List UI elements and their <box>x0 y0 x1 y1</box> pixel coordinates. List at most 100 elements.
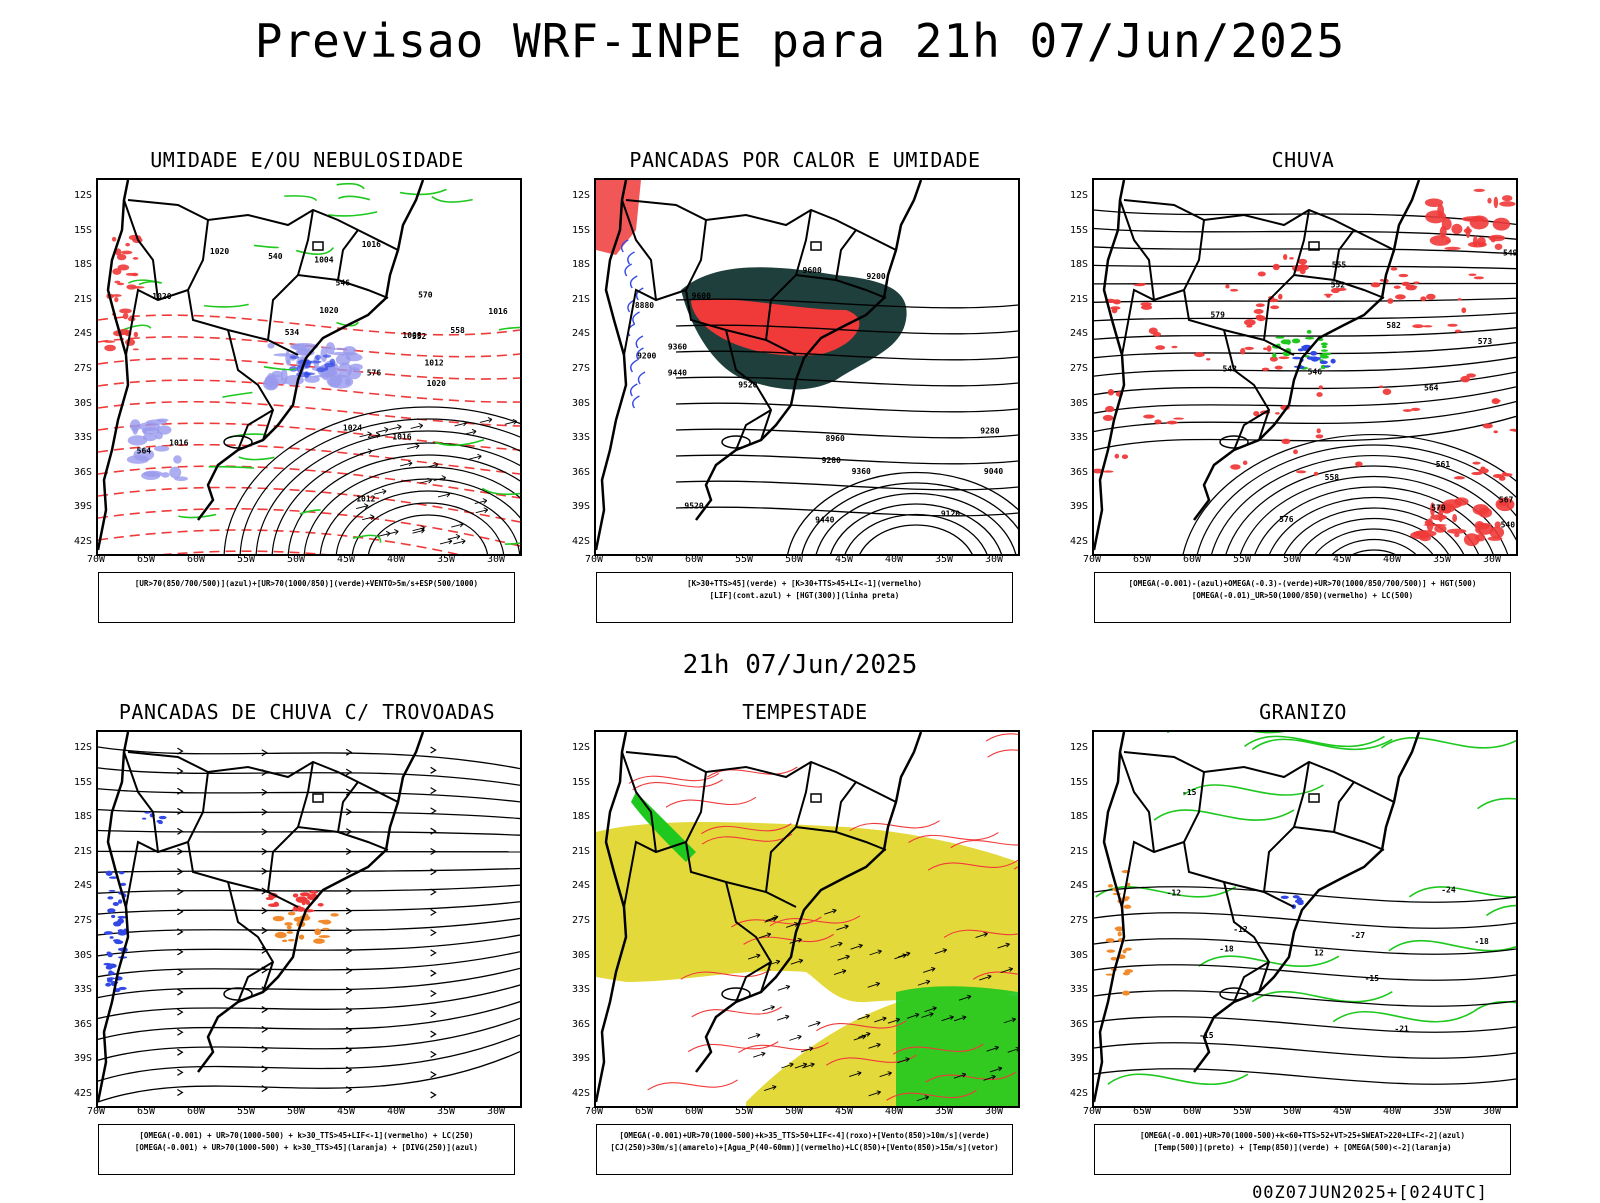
longitude-tick: 65W <box>634 1106 654 1117</box>
latitude-tick: 18S <box>1069 259 1088 271</box>
latitude-tick: 21S <box>73 845 92 857</box>
contour-label: -27 <box>1351 931 1366 940</box>
map-plot: 1012 1016 1016 1020 1020 1020 1020 1024 1016 1016… <box>96 178 522 556</box>
contour-label: 564 <box>137 446 152 455</box>
map-canvas: 9600 9520 9440 9360 9280 9200 9600 9520 9440 9360… <box>596 180 1018 554</box>
map-canvas: 582 579 576 573 570 567 564 561 558 555 552 549 546 5… <box>1094 180 1516 554</box>
latitude-tick: 36S <box>73 1018 92 1030</box>
longitude-tick: 60W <box>186 1106 206 1117</box>
legend-line: [OMEGA(-0.001) + UR>70(1000-500) + k>30_… <box>139 1131 474 1140</box>
map-plot: 9600 9520 9440 9360 9280 9200 9600 9520 9440 9360… <box>594 178 1020 556</box>
latitude-tick: 33S <box>571 984 590 996</box>
longitude-tick: 45W <box>834 1106 854 1117</box>
latitude-tick: 15S <box>1069 776 1088 788</box>
contour-label: 573 <box>1478 337 1493 346</box>
panel-title: PANCADAS POR CALOR E UMIDADE <box>629 148 981 172</box>
legend-line: [K>30+TTS>45](verde) + [K>30+TTS>45+LI<-… <box>687 579 922 588</box>
latitude-tick: 15S <box>1069 224 1088 236</box>
latitude-tick: 18S <box>1069 811 1088 823</box>
contour-label: 570 <box>1431 503 1446 512</box>
longitude-tick: 55W <box>734 1106 754 1117</box>
contour-label: 1020 <box>427 379 446 388</box>
latitude-tick: 39S <box>1069 1053 1088 1065</box>
latitude-tick: 39S <box>73 1053 92 1065</box>
contour-label: 1016 <box>488 307 507 316</box>
contour-label: 8880 <box>635 301 654 310</box>
contour-label: -18 <box>1474 937 1489 946</box>
panel-legend: [OMEGA(-0.001) + UR>70(1000-500) + k>30_… <box>98 1124 515 1175</box>
panel-title: UMIDADE E/OU NEBULOSIDADE <box>150 148 464 172</box>
latitude-tick: 33S <box>571 432 590 444</box>
legend-line: [OMEGA(-0.001)+UR>70(1000-500)+k>35_TTS>… <box>619 1131 990 1140</box>
latitude-tick: 42S <box>571 536 590 547</box>
latitude-tick: 36S <box>571 1018 590 1030</box>
panel-title: GRANIZO <box>1259 700 1347 724</box>
latitude-tick: 15S <box>73 224 92 236</box>
contour-label: 546 <box>1308 368 1323 377</box>
panel-legend: [OMEGA(-0.001)+UR>70(1000-500)+k>35_TTS>… <box>596 1124 1013 1175</box>
latitude-tick: 12S <box>571 742 590 753</box>
latitude-tick: 18S <box>73 811 92 823</box>
forecast-panel: PANCADAS POR CALOR E UMIDADE 9600 9520 9440… <box>554 148 1066 628</box>
latitude-tick: 42S <box>73 536 92 547</box>
latitude-tick: 39S <box>571 501 590 513</box>
longitude-tick: 55W <box>1232 554 1252 565</box>
contour-label: 543 <box>1223 365 1238 374</box>
forecast-panel: TEMPESTADE 12S 15S 18S 21S 24S 27S 30S 33S 36S 39S… <box>554 700 1066 1180</box>
map-canvas <box>596 732 1018 1106</box>
contour-label: 9440 <box>815 515 834 524</box>
map-canvas: -15 -12 -12 -15 -18 -21 -24 -27 -15 -18 12 <box>1094 732 1516 1103</box>
longitude-tick: 50W <box>784 1106 804 1117</box>
contour-label: 1016 <box>169 438 188 447</box>
longitude-tick: 55W <box>236 554 256 565</box>
contour-label: 576 <box>1279 515 1294 524</box>
legend-line: [OMEGA(-0.001) + UR>70(1000-500) + k>30_… <box>134 1143 479 1152</box>
latitude-tick: 21S <box>1069 845 1088 857</box>
map-canvas: 1012 1016 1016 1020 1020 1020 1020 1024 1016 1016… <box>98 180 520 554</box>
latitude-tick: 24S <box>73 880 92 892</box>
latitude-tick: 15S <box>571 224 590 236</box>
longitude-tick: 70W <box>86 1106 106 1117</box>
latitude-tick: 42S <box>571 1088 590 1099</box>
longitude-tick: 65W <box>1132 554 1152 565</box>
contour-label: -15 <box>1365 974 1380 983</box>
longitude-tick: 30W <box>1482 554 1502 565</box>
contour-label: 9120 <box>941 510 960 519</box>
contour-label: 1008 <box>402 331 421 340</box>
latitude-tick: 27S <box>571 915 590 926</box>
longitude-tick: 45W <box>1332 554 1352 565</box>
contour-label: 8960 <box>826 434 845 443</box>
contour-label: -24 <box>1441 885 1456 894</box>
panel-title: CHUVA <box>1271 148 1335 172</box>
latitude-tick: 24S <box>73 328 92 340</box>
latitude-tick: 12S <box>1069 190 1088 201</box>
panel-title: PANCADAS DE CHUVA C/ TROVOADAS <box>118 700 496 724</box>
longitude-tick: 65W <box>1132 1106 1152 1117</box>
longitude-tick: 30W <box>486 554 506 565</box>
latitude-tick: 21S <box>1069 293 1088 305</box>
longitude-tick: 60W <box>684 1106 704 1117</box>
contour-label: 582 <box>1386 321 1401 330</box>
contour-label: 9200 <box>866 272 885 281</box>
contour-label: 549 <box>1503 248 1516 257</box>
latitude-tick: 30S <box>571 949 590 961</box>
longitude-tick: 55W <box>236 1106 256 1117</box>
contour-label: 564 <box>1424 383 1439 392</box>
longitude-tick: 45W <box>336 554 356 565</box>
longitude-tick: 70W <box>1082 554 1102 565</box>
latitude-tick: 36S <box>571 466 590 478</box>
legend-line: [OMEGA(-0.001)-(azul)+OMEGA(-0.3)-(verde… <box>1128 579 1477 588</box>
latitude-tick: 24S <box>1069 328 1088 340</box>
longitude-tick: 50W <box>286 554 306 565</box>
contour-label: 1016 <box>392 433 411 442</box>
latitude-tick: 18S <box>73 259 92 271</box>
longitude-tick: 65W <box>634 554 654 565</box>
latitude-tick: 39S <box>571 1053 590 1065</box>
contour-label: 9280 <box>980 427 999 436</box>
contour-label: -21 <box>1394 1024 1409 1033</box>
longitude-tick: 65W <box>136 554 156 565</box>
contour-label: 561 <box>1436 460 1451 469</box>
legend-line: [LIF](cont.azul) + [HGT(300)](linha pret… <box>709 591 900 600</box>
contour-label: 9360 <box>852 467 871 476</box>
longitude-tick: 50W <box>1282 554 1302 565</box>
